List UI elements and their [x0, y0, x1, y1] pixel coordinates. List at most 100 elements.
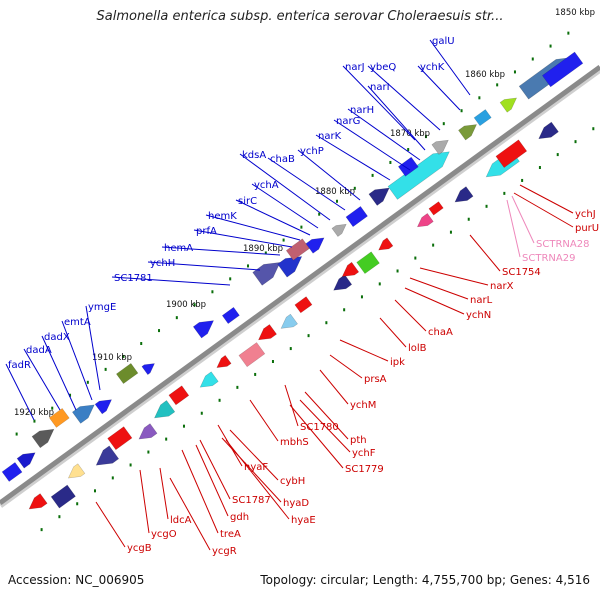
tick-mark: [282, 238, 285, 242]
gene-label-narJ: narJ: [345, 62, 365, 73]
tick-mark: [424, 135, 427, 139]
gene-label-ymgE: ymgE: [88, 302, 116, 313]
gene-arrow: [305, 237, 325, 254]
gene-label-ycgB: ycgB: [127, 543, 152, 554]
tick-mark: [318, 212, 321, 216]
leader-line: [181, 449, 219, 534]
leader-line: [193, 229, 293, 248]
tick-mark: [93, 489, 96, 493]
gene-block: [345, 206, 368, 228]
gene-arrow: [277, 256, 303, 278]
gene-block: [107, 426, 133, 451]
tick-mark: [335, 199, 338, 203]
leader-line: [297, 149, 361, 201]
tick-mark: [58, 515, 61, 519]
gene-arrow: [454, 186, 474, 203]
gene-arrow: [331, 223, 347, 237]
gene-arrow: [154, 400, 176, 419]
gene-arrow: [280, 313, 298, 329]
gene-label-hyaD: hyaD: [283, 498, 309, 509]
gene-arrow: [138, 423, 158, 440]
leader-line: [61, 320, 93, 401]
gene-label-SC1754: SC1754: [502, 267, 541, 278]
tick-mark: [478, 96, 481, 100]
leader-line: [169, 477, 211, 551]
gene-label-ychN: ychN: [466, 310, 491, 321]
leader-line: [339, 339, 389, 362]
gene-arrow: [192, 320, 214, 339]
gene-arrow: [378, 237, 394, 251]
tick-mark: [40, 528, 43, 532]
kbp-marker: 1860 kbp: [465, 70, 505, 80]
kbp-marker: 1920 kbp: [14, 408, 54, 418]
leader-line: [519, 184, 574, 214]
tick-mark: [307, 334, 310, 338]
tick-mark: [300, 225, 303, 229]
leader-line: [394, 299, 427, 332]
tick-mark: [513, 70, 516, 74]
tick-mark: [86, 380, 89, 384]
gene-arrow: [252, 262, 281, 286]
tick-mark: [360, 295, 363, 299]
leader-line: [333, 119, 411, 171]
gene-block: [116, 363, 139, 384]
leader-line: [513, 192, 574, 228]
tick-mark: [76, 502, 79, 506]
tick-mark: [442, 122, 445, 126]
gene-label-prfA: prfA: [196, 226, 217, 237]
leader-line: [251, 183, 319, 229]
gene-block: [168, 385, 190, 406]
tick-mark: [104, 367, 107, 371]
genome-backbone: [0, 64, 600, 506]
tick-mark: [193, 303, 196, 307]
leader-line: [225, 439, 290, 520]
tick-mark: [254, 372, 257, 376]
tick-mark: [556, 153, 559, 157]
tick-mark: [432, 243, 435, 247]
tick-mark: [414, 256, 417, 260]
gene-label-ychM: ychM: [350, 400, 376, 411]
gene-arrow: [72, 404, 95, 424]
gene-block: [541, 51, 584, 88]
gene-label-narH: narH: [350, 105, 374, 116]
tick-mark: [140, 342, 143, 346]
leader-line: [139, 469, 150, 534]
leader-line: [147, 261, 261, 271]
leader-line: [417, 65, 461, 111]
tick-mark: [396, 269, 399, 273]
gene-label-emtA: emtA: [64, 317, 91, 328]
gene-arrow: [94, 399, 112, 415]
tick-mark: [343, 308, 346, 312]
leader-line: [379, 317, 407, 348]
tick-mark: [496, 83, 499, 87]
leader-line: [409, 277, 469, 300]
tick-mark: [531, 57, 534, 61]
genome-title: Salmonella enterica subsp. enterica sero…: [96, 9, 504, 24]
tick-mark: [247, 264, 250, 268]
leader-line: [511, 195, 535, 244]
gene-label-kdsA: kdsA: [242, 150, 266, 161]
gene-label-lolB: lolB: [408, 343, 427, 354]
kbp-marker: 1890 kbp: [243, 244, 283, 254]
gene-label-chaB: chaB: [270, 154, 295, 165]
gene-label-fadR: fadR: [8, 360, 31, 371]
leader-line: [239, 153, 331, 221]
gene-label-narX: narX: [490, 281, 514, 292]
gene-block: [50, 484, 76, 509]
gene-label-dadX: dadX: [44, 332, 70, 343]
gene-label-narI: narI: [370, 82, 390, 93]
tick-mark: [200, 411, 203, 415]
gene-label-narG: narG: [336, 116, 360, 127]
leader-line: [284, 384, 299, 427]
tick-mark: [175, 316, 178, 320]
gene-arrow: [95, 445, 120, 466]
tick-mark: [122, 354, 125, 358]
tick-mark: [111, 476, 114, 480]
gene-label-sirC: sirC: [238, 196, 257, 207]
gene-label-ychJ: ychJ: [575, 209, 596, 220]
gene-label-cybH: cybH: [280, 476, 305, 487]
tick-mark: [69, 393, 72, 397]
tick-mark: [271, 360, 274, 364]
gene-label-ycgR: ycgR: [212, 546, 237, 557]
gene-block: [48, 407, 70, 428]
